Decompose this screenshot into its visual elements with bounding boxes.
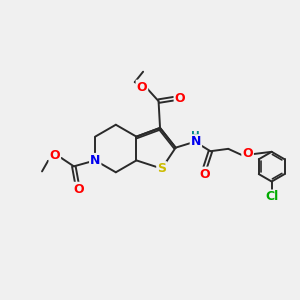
- Text: S: S: [157, 162, 166, 175]
- Text: O: O: [73, 183, 84, 196]
- Text: N: N: [191, 135, 201, 148]
- Text: H: H: [191, 131, 200, 141]
- Text: Cl: Cl: [265, 190, 278, 203]
- Text: O: O: [199, 168, 210, 181]
- Text: O: O: [242, 147, 253, 161]
- Text: O: O: [175, 92, 185, 105]
- Text: O: O: [50, 149, 60, 162]
- Text: O: O: [136, 81, 147, 94]
- Text: N: N: [90, 154, 101, 167]
